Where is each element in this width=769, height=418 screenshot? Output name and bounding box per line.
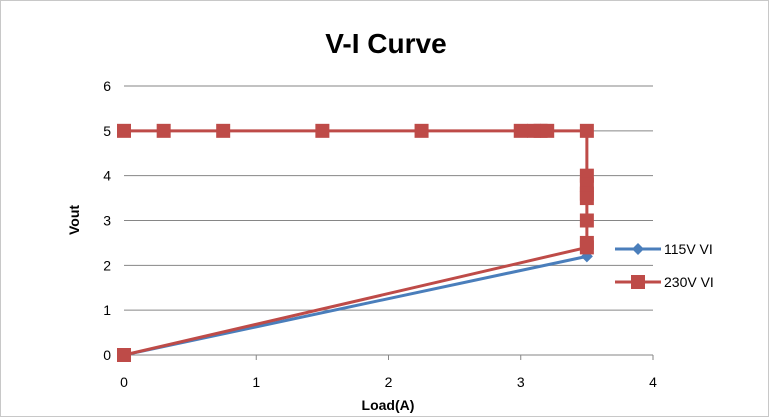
axes xyxy=(123,354,654,360)
grid-lines xyxy=(124,85,653,311)
y-axis-title: Vout xyxy=(66,205,82,235)
legend-item: 115V VI xyxy=(615,241,713,257)
x-tick-label: 1 xyxy=(252,374,260,390)
data-point xyxy=(579,123,594,138)
x-tick-label: 2 xyxy=(385,374,393,390)
x-tick-label: 0 xyxy=(120,374,128,390)
y-tick-label: 3 xyxy=(103,213,111,229)
data-point xyxy=(540,123,555,138)
data-point xyxy=(414,123,429,138)
legend-item: 230V VI xyxy=(615,274,714,290)
data-point xyxy=(117,123,131,138)
x-axis-title: Load(A) xyxy=(362,397,415,413)
data-point xyxy=(579,240,594,255)
series-line xyxy=(123,129,589,357)
data-point xyxy=(216,123,231,138)
legend-marker xyxy=(632,243,644,255)
data-point xyxy=(156,123,171,138)
legend-label: 115V VI xyxy=(664,241,713,257)
data-point xyxy=(117,348,131,362)
data-point xyxy=(579,213,594,228)
y-tick-label: 2 xyxy=(103,257,111,273)
y-tick-label: 5 xyxy=(103,123,111,139)
series-115v-vi xyxy=(118,250,593,361)
x-tick-labels: 0 1 2 3 4 xyxy=(120,374,657,390)
legend: 115V VI 230V VI xyxy=(615,241,714,290)
y-tick-label: 6 xyxy=(103,78,111,94)
data-point xyxy=(579,191,594,206)
y-tick-label: 1 xyxy=(103,302,111,318)
y-tick-labels: 0 1 2 3 4 5 6 xyxy=(103,78,111,363)
data-point xyxy=(513,123,528,138)
series-230v-vi xyxy=(117,123,594,362)
series-layer xyxy=(117,123,594,362)
x-tick-label: 4 xyxy=(649,374,657,390)
y-tick-label: 0 xyxy=(103,347,111,363)
legend-label: 230V VI xyxy=(664,274,714,290)
legend-marker xyxy=(631,275,645,289)
chart-title: V-I Curve xyxy=(325,28,446,59)
y-tick-label: 4 xyxy=(103,168,111,184)
x-tick-label: 3 xyxy=(517,374,525,390)
data-point xyxy=(315,123,330,138)
